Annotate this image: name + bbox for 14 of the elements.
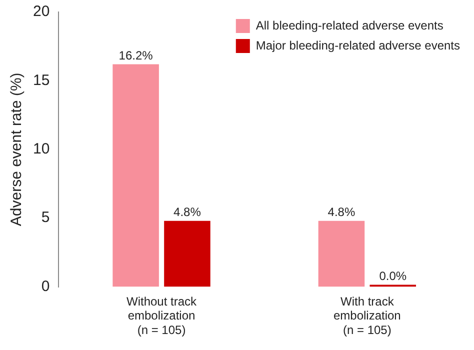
x-tick-label: With track embolization (n = 105)	[333, 294, 401, 338]
y-tick-label: 15	[32, 72, 50, 89]
data-label: 4.8%	[328, 205, 356, 220]
legend-label: All bleeding-related adverse events	[256, 18, 444, 32]
y-tick-label: 10	[32, 140, 50, 158]
legend-label: Major bleeding-related adverse events	[256, 38, 460, 52]
y-tick-label: 5	[41, 209, 50, 226]
x-tick-label: Without track embolization (n = 105)	[126, 294, 198, 338]
data-label: 0.0%	[379, 269, 407, 284]
y-axis-title: Adverse event rate (%)	[8, 72, 26, 226]
data-label: 16.2%	[118, 48, 154, 63]
y-tick-label: 20	[32, 3, 50, 20]
y-tick-label: 0	[41, 278, 50, 295]
data-label: 4.8%	[174, 205, 202, 220]
